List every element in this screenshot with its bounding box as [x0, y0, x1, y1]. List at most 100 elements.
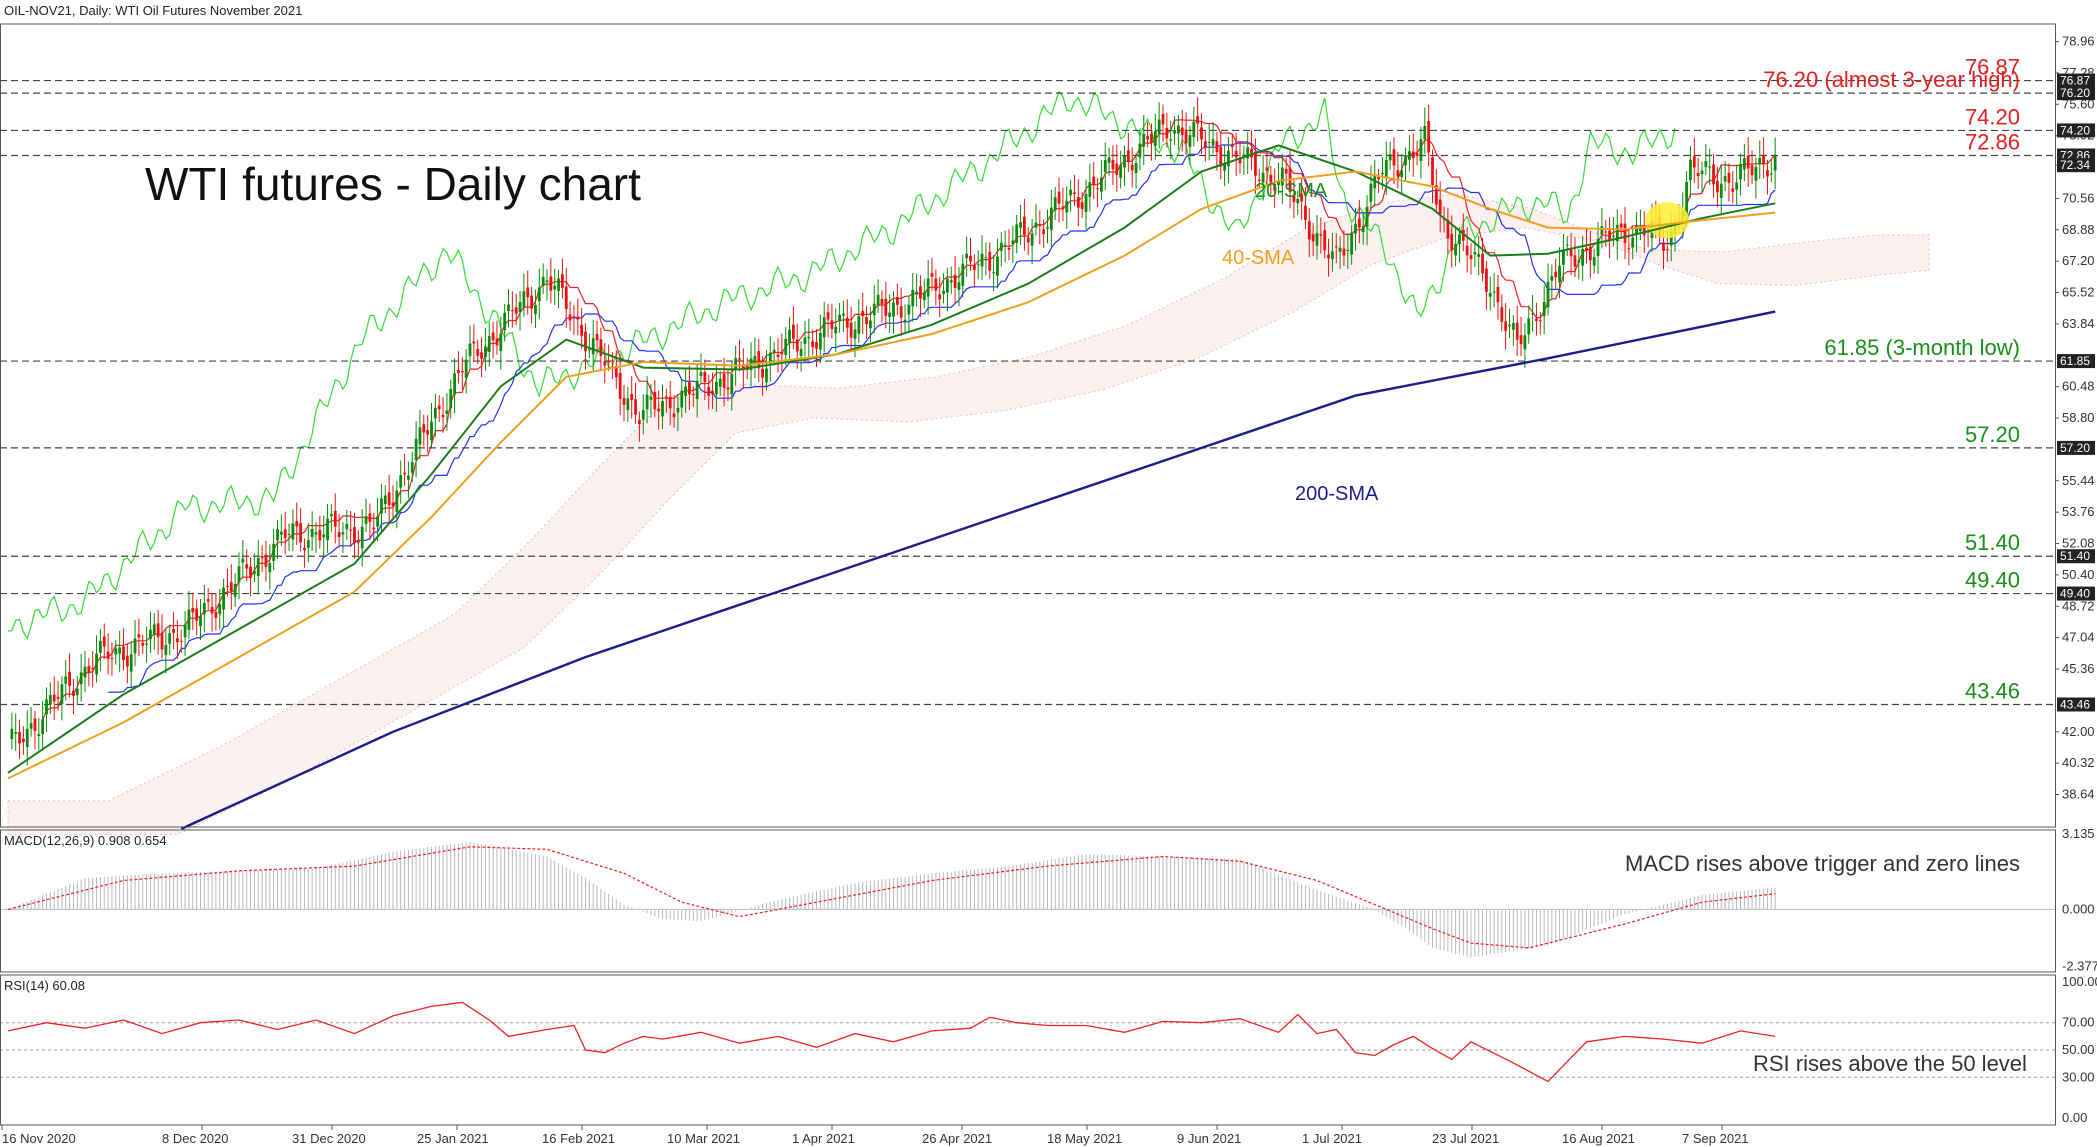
candle-body [1727, 172, 1731, 183]
price-box-label: 76.20 [2060, 86, 2090, 100]
candle-body [1508, 324, 1511, 327]
candle-body [1230, 145, 1234, 148]
candle-body [1161, 114, 1165, 125]
candle-body [557, 278, 560, 292]
candle-body [1665, 249, 1669, 251]
candle-body [391, 502, 395, 507]
candle-body [919, 286, 922, 299]
candle-body [534, 305, 537, 315]
candle-body [638, 419, 641, 425]
candle-body [1150, 133, 1153, 143]
candle-body [353, 527, 356, 544]
candle-body [695, 380, 699, 400]
candle-body [137, 634, 141, 638]
candle-body [1492, 291, 1496, 293]
candle-body [164, 645, 168, 655]
rsi-y-tick-label: 0.00 [2062, 1110, 2087, 1125]
candle-body [25, 728, 29, 748]
candle-body [1338, 247, 1342, 252]
candle-body [10, 728, 14, 739]
candle-body [1203, 141, 1207, 148]
candle-body [37, 734, 41, 737]
panel-frames [0, 23, 2056, 1126]
candle-body [1076, 196, 1080, 208]
candle-body [1550, 276, 1554, 281]
candle-body [1515, 322, 1519, 340]
candle-body [668, 396, 672, 409]
candle-body [699, 372, 703, 376]
candle-body [1461, 229, 1465, 241]
rsi-header: RSI(14) 60.08 [4, 978, 85, 993]
candle-body [310, 529, 314, 538]
level-label: 76.20 (almost 3-year high) [1763, 67, 2020, 92]
candle-body [364, 516, 368, 524]
candle-body [607, 361, 610, 363]
candle-body [1307, 221, 1311, 240]
candle-body [784, 338, 788, 355]
candle-body [472, 341, 476, 344]
candle-body [1196, 116, 1200, 124]
candle-body [718, 378, 722, 387]
macd-y-tick-label: 0.000 [2062, 901, 2095, 916]
candle-body [780, 351, 784, 355]
candle-body [984, 257, 988, 259]
candle-body [1562, 249, 1565, 265]
candle-body [1411, 151, 1415, 159]
candle-body [911, 289, 915, 307]
candle-body [322, 534, 326, 538]
candle-body [1130, 164, 1134, 171]
candle-body [1323, 230, 1327, 251]
candle-body [1015, 224, 1019, 243]
candle-body [1223, 164, 1226, 171]
candle-body [1096, 188, 1099, 190]
candle-body [838, 314, 841, 322]
candle-body [330, 513, 333, 517]
candle-body [988, 251, 992, 271]
series-200-sma [180, 310, 1776, 830]
candle-body [1769, 173, 1773, 175]
candle-body [287, 533, 291, 535]
chikou-line [7, 90, 1676, 640]
candle-body [518, 301, 522, 313]
candle-body [195, 608, 199, 621]
candle-body [1600, 226, 1604, 235]
candle-body [1007, 247, 1011, 250]
candle-body [1735, 182, 1739, 190]
candle-body [102, 636, 106, 647]
candle-body [29, 723, 33, 729]
candle-body [1369, 183, 1373, 202]
candle-body [661, 401, 664, 417]
candle-body [52, 694, 56, 702]
candle-body [1357, 218, 1361, 228]
candle-body [380, 498, 383, 514]
candle-body [279, 531, 283, 535]
candle-body [969, 255, 972, 262]
candle-body [1177, 125, 1180, 134]
x-tick-label: 18 May 2021 [1047, 1131, 1122, 1146]
candle-body [48, 694, 52, 705]
candle-body [626, 398, 630, 411]
candle-body [1057, 191, 1061, 204]
candle-body [526, 287, 530, 298]
candle-body [56, 696, 60, 699]
x-tick-label: 10 Mar 2021 [667, 1131, 740, 1146]
candle-body [176, 638, 179, 643]
candle-body [1261, 172, 1265, 183]
price-box [2057, 586, 2095, 601]
candle-body [614, 365, 618, 378]
candle-body [495, 338, 499, 346]
candle-body [41, 719, 45, 734]
candle-body [1434, 185, 1438, 205]
y-tick-label: 40.32 [2062, 755, 2095, 770]
macd-panel [0, 842, 2055, 958]
candle-body [645, 394, 649, 410]
candle-body [226, 585, 229, 587]
candle-body [1415, 153, 1419, 157]
candle-body [1188, 135, 1192, 147]
x-tick-label: 16 Feb 2021 [542, 1131, 615, 1146]
candle-body [1689, 159, 1692, 181]
candle-body [33, 718, 37, 732]
candle-body [372, 527, 376, 530]
candle-body [541, 276, 545, 286]
candle-body [657, 408, 661, 412]
